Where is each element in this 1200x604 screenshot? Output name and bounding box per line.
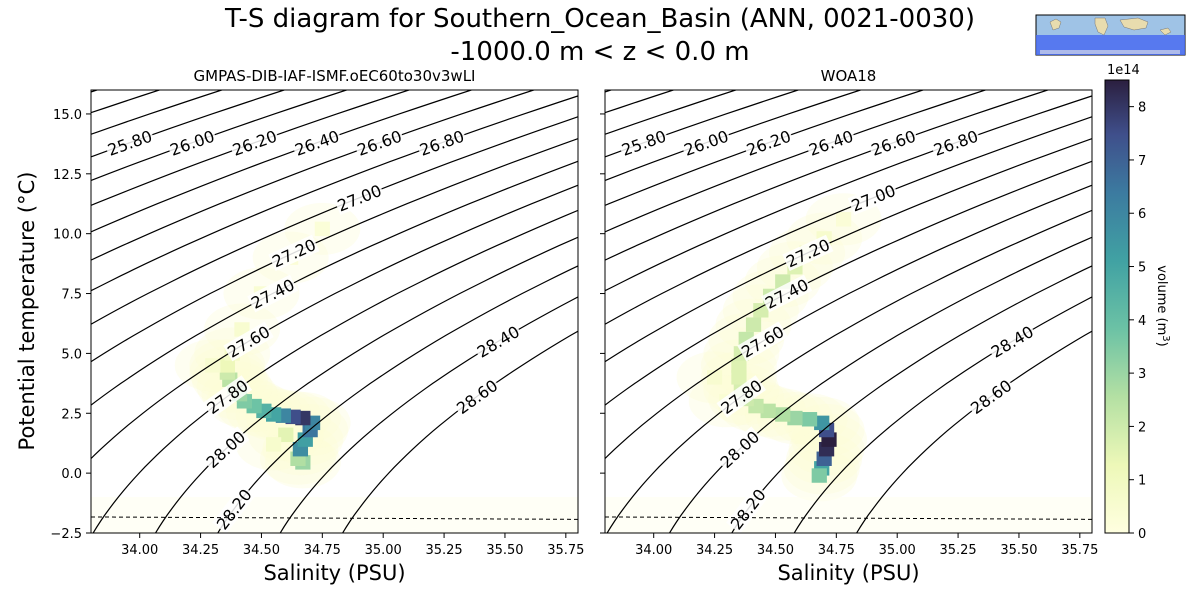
contour-label: 27.00 (335, 181, 385, 216)
colorbar-tick-label: 8 (1138, 101, 1146, 116)
y-tick-label: 5.0 (61, 347, 82, 362)
volume-cell (315, 222, 330, 236)
y-axis-label: Potential temperature (°C) (15, 172, 39, 451)
density-contour (0, 66, 686, 557)
x-axis-label: Salinity (PSU) (263, 561, 405, 585)
region-map-icon (1036, 15, 1185, 55)
contour-label: 26.20 (230, 127, 280, 160)
colorbar-tick-label: 6 (1138, 207, 1146, 222)
contour-label: 26.40 (806, 127, 856, 160)
x-tick-label: 34.00 (635, 543, 672, 558)
panel-title: WOA18 (821, 67, 877, 85)
volume-cell (775, 407, 790, 421)
colorbar-tick-label: 3 (1138, 367, 1146, 382)
colorbar-label: volume (m3) (1154, 265, 1171, 346)
x-tick-label: 35.00 (365, 543, 402, 558)
colorbar-tick-label: 0 (1138, 527, 1146, 542)
contour-label: 28.60 (967, 376, 1015, 418)
x-tick-label: 34.25 (182, 543, 219, 558)
contour-label: 25.80 (105, 127, 155, 160)
volume-cell (836, 212, 851, 226)
x-tick-label: 35.00 (879, 543, 916, 558)
colorbar-tick-label: 7 (1138, 154, 1146, 169)
contour-label: 28.40 (474, 322, 523, 362)
volume-cell (746, 317, 761, 331)
x-tick-label: 35.50 (1000, 543, 1037, 558)
y-tick-label: 7.5 (61, 288, 82, 303)
volume-cell (812, 468, 827, 482)
y-tick-label: −2.5 (50, 527, 82, 542)
y-tick-label: 12.5 (53, 168, 82, 183)
x-tick-label: 35.75 (547, 543, 584, 558)
x-axis-label: Salinity (PSU) (777, 561, 919, 585)
panel-title: GMPAS-DIB-IAF-ISMF.oEC60to30v3wLI (194, 67, 476, 85)
contour-label: 26.80 (417, 127, 467, 160)
colorbar-tick-label: 5 (1138, 261, 1146, 276)
colorbar-gradient (1105, 80, 1129, 533)
volume-cell (266, 437, 281, 451)
y-tick-label: 0.0 (61, 467, 82, 482)
colorbar-tick-label: 4 (1138, 314, 1146, 329)
contour-label: 26.60 (869, 127, 919, 160)
x-tick-label: 34.00 (121, 543, 158, 558)
y-tick-label: 10.0 (53, 228, 82, 243)
x-tick-label: 35.50 (486, 543, 523, 558)
contour-label: 28.00 (717, 427, 764, 472)
contour-label: 26.20 (744, 127, 794, 160)
x-tick-label: 34.50 (757, 543, 794, 558)
contour-label: 26.80 (931, 127, 981, 160)
contour-label: 26.00 (682, 127, 732, 160)
volume-haze (91, 497, 578, 533)
contour-label: 26.40 (292, 127, 342, 160)
contour-label: 25.80 (619, 127, 669, 160)
x-tick-label: 35.25 (939, 543, 976, 558)
y-tick-label: 2.5 (61, 407, 82, 422)
figure-title: T-S diagram for Southern_Ocean_Basin (AN… (224, 4, 975, 34)
volume-cell (802, 412, 817, 426)
x-tick-label: 34.75 (304, 543, 341, 558)
x-tick-label: 34.75 (818, 543, 855, 558)
volume-haze (605, 497, 1092, 533)
x-tick-label: 34.50 (243, 543, 280, 558)
colorbar-exponent: 1e14 (1107, 63, 1140, 78)
contour-label: 26.60 (355, 127, 405, 160)
x-tick-label: 34.25 (696, 543, 733, 558)
colorbar-tick-label: 1 (1138, 474, 1146, 489)
contour-label: 28.40 (988, 322, 1037, 362)
x-tick-label: 35.75 (1061, 543, 1098, 558)
colorbar: 1e14 0 1 2 3 4 5 6 7 8 volume (m3) (1105, 63, 1171, 542)
contour-label: 28.60 (453, 376, 501, 418)
colorbar-tick-label: 2 (1138, 420, 1146, 435)
y-tick-label: 15.0 (53, 108, 82, 123)
x-tick-label: 35.25 (425, 543, 462, 558)
density-contour (220, 66, 1123, 557)
contour-label: 26.00 (168, 127, 218, 160)
figure-subtitle: -1000.0 m < z < 0.0 m (450, 37, 749, 67)
